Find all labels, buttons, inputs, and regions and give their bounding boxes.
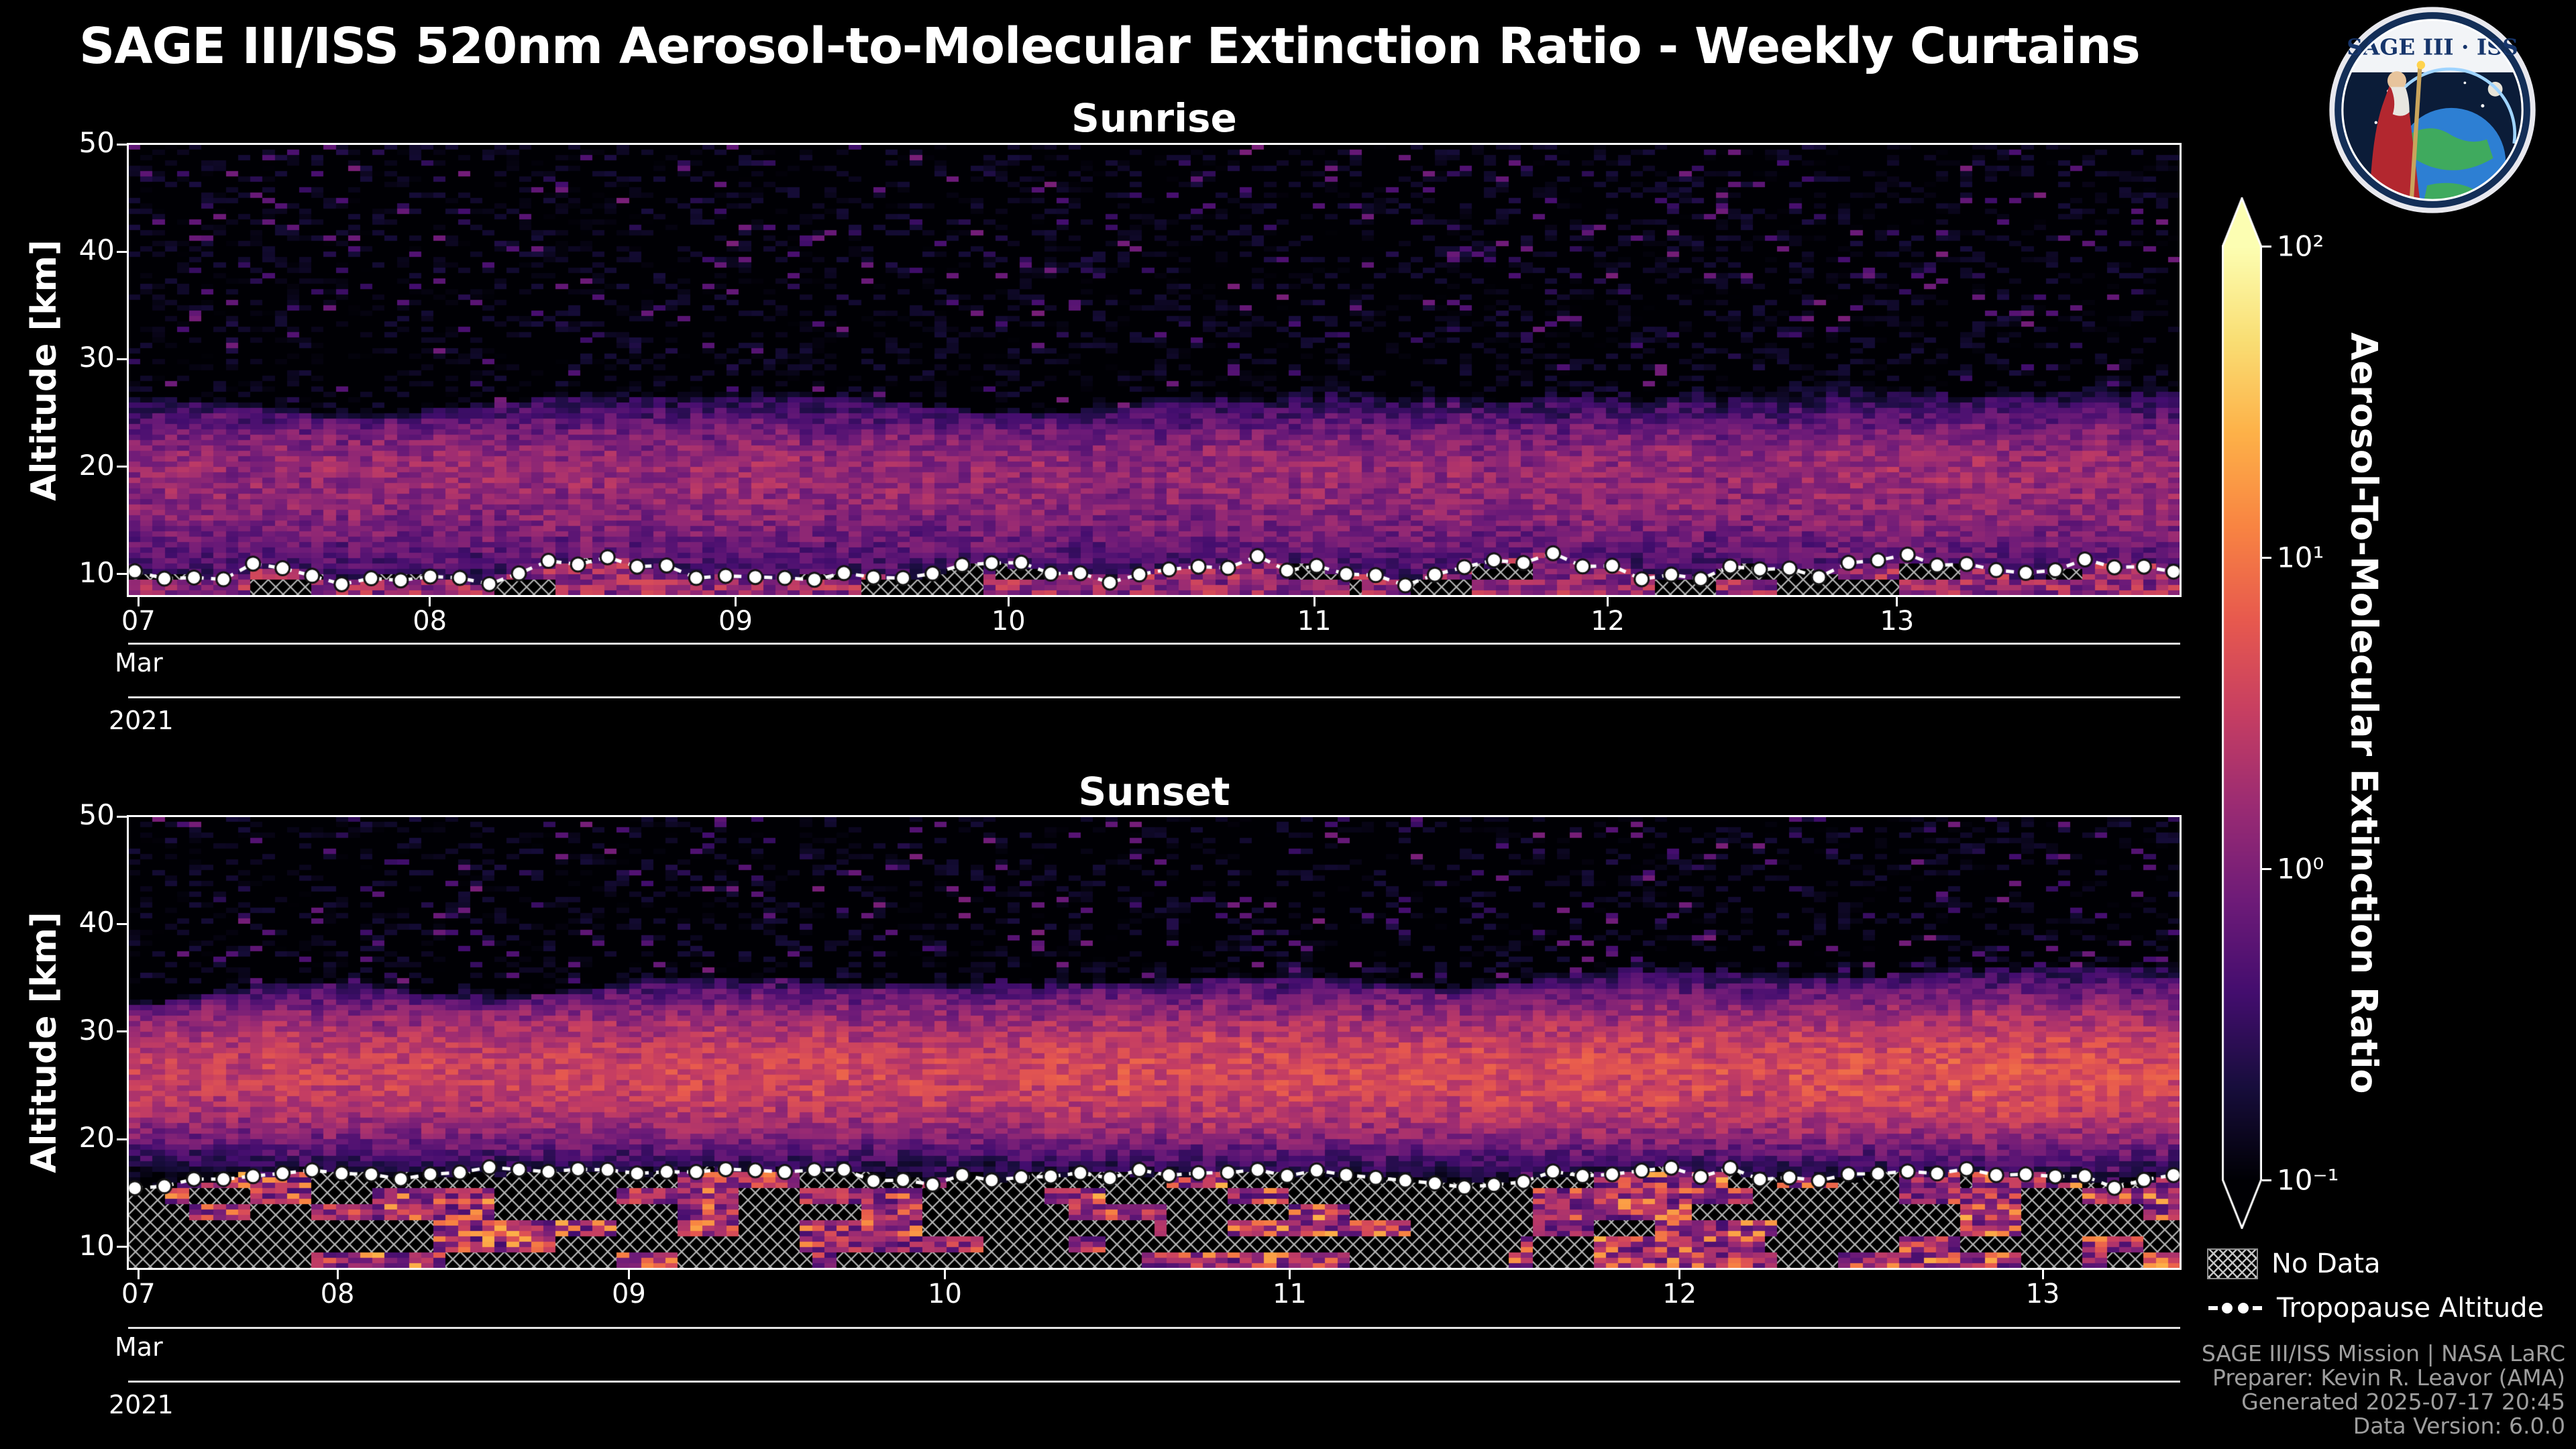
legend: No Data Tropopause Altitude [2207, 1246, 2544, 1326]
sunset-y-tick-label: 30 [78, 1013, 115, 1046]
colorbar-label: Aerosol-To-Molecular Extinction Ratio [2343, 332, 2385, 1094]
sunset-x-tick-label: 08 [320, 1279, 355, 1309]
sunset-axis-separator-1 [128, 1327, 2180, 1329]
credits-block: SAGE III/ISS Mission | NASA LaRC Prepare… [2202, 1342, 2565, 1438]
colorbar-tick-label: 10² [2277, 229, 2324, 263]
sunset-x-tick-label: 07 [121, 1279, 156, 1309]
sunrise-heatmap [128, 144, 2180, 596]
sunrise-y-tick-mark [117, 466, 128, 468]
sunrise-y-tick-label: 10 [78, 555, 115, 589]
sunset-x-tick-label: 09 [611, 1279, 646, 1309]
colorbar-tick-label: 10⁰ [2277, 852, 2324, 885]
sunset-x-tick-label: 13 [2025, 1279, 2060, 1309]
colorbar-tick-label: 10⁻¹ [2277, 1163, 2339, 1197]
no-data-label: No Data [2271, 1248, 2381, 1279]
sunset-x-tick-mark [1288, 1270, 1291, 1279]
colorbar-tick-mark [2262, 556, 2271, 559]
sunset-x-tick-mark [137, 1270, 140, 1279]
sunset-month-label: Mar [115, 1332, 163, 1362]
sunset-x-tick-label: 12 [1662, 1279, 1697, 1309]
logo-wizard-beard [2390, 87, 2410, 116]
sunset-y-tick-label: 20 [78, 1121, 115, 1155]
logo-staff-light [2416, 60, 2426, 70]
sunrise-x-tick-label: 10 [991, 606, 1026, 637]
sunrise-y-tick-label: 40 [78, 233, 115, 267]
sunset-year-label: 2021 [109, 1390, 174, 1419]
sunset-y-tick-mark [117, 815, 128, 818]
sunrise-y-tick-mark [117, 143, 128, 146]
sunset-x-tick-mark [1678, 1270, 1681, 1279]
sunset-panel-title: Sunset [1078, 769, 1230, 814]
legend-row-tropopause: Tropopause Altitude [2207, 1291, 2544, 1326]
sage-iss-logo: SAGE III · ISS [2329, 7, 2536, 213]
sunrise-y-tick-mark [117, 573, 128, 576]
sunrise-panel-title: Sunrise [1071, 95, 1237, 141]
sunrise-x-tick-label: 07 [121, 606, 156, 637]
sunset-x-tick-mark [336, 1270, 339, 1279]
sunrise-x-tick-mark [1313, 597, 1316, 606]
sunset-x-tick-label: 11 [1272, 1279, 1307, 1309]
sunrise-x-tick-mark [734, 597, 737, 606]
sunset-x-tick-mark [2041, 1270, 2044, 1279]
credit-line-mission: SAGE III/ISS Mission | NASA LaRC [2201, 1340, 2565, 1366]
sunset-x-tick-mark [943, 1270, 946, 1279]
logo-title-text: SAGE III · ISS [2347, 34, 2518, 60]
sunrise-year-label: 2021 [109, 706, 174, 735]
colorbar-tick-mark [2262, 245, 2271, 248]
sunrise-y-tick-label: 30 [78, 341, 115, 374]
sunset-y-tick-mark [117, 1030, 128, 1033]
sunset-x-tick-mark [627, 1270, 630, 1279]
sunrise-x-tick-label: 11 [1297, 606, 1332, 637]
no-data-hatch-swatch [2207, 1248, 2258, 1279]
credit-line-generated: Generated 2025-07-17 20:45 [2241, 1389, 2565, 1415]
legend-row-no-data: No Data [2207, 1246, 2544, 1281]
sunrise-x-tick-mark [137, 597, 140, 606]
sunrise-x-tick-mark [1007, 597, 1010, 606]
credit-line-preparer: Preparer: Kevin R. Leavor (AMA) [2212, 1364, 2565, 1391]
sunrise-y-tick-label: 20 [78, 448, 115, 482]
sunrise-axis-separator-2 [128, 696, 2180, 698]
logo-earth-land-2 [2424, 182, 2475, 201]
sunrise-x-tick-mark [1607, 597, 1609, 606]
sunset-y-tick-label: 50 [78, 798, 115, 831]
sunset-axis-separator-2 [128, 1381, 2180, 1383]
sunrise-month-label: Mar [115, 648, 163, 678]
sunset-y-tick-label: 10 [78, 1228, 115, 1262]
sunset-y-tick-mark [117, 1138, 128, 1140]
sunrise-y-tick-mark [117, 358, 128, 360]
sunrise-axis-separator-1 [128, 643, 2180, 645]
tropopause-line-icon [2208, 1301, 2262, 1315]
sunrise-y-tick-label: 50 [78, 126, 115, 159]
logo-earth-land [2403, 128, 2493, 170]
logo-wizard-face [2387, 71, 2406, 91]
colorbar-tick-label: 10¹ [2277, 541, 2324, 574]
logo-wizard-staff [2409, 68, 2422, 201]
sunrise-x-tick-mark [1896, 597, 1898, 606]
sunrise-x-tick-label: 12 [1591, 606, 1625, 637]
colorbar [2222, 197, 2262, 1229]
sunset-y-tick-mark [117, 922, 128, 925]
figure-title: SAGE III/ISS 520nm Aerosol-to-Molecular … [79, 17, 2141, 75]
sunrise-x-tick-mark [429, 597, 431, 606]
sunrise-x-tick-label: 13 [1880, 606, 1915, 637]
sunrise-y-tick-mark [117, 250, 128, 253]
tropopause-label: Tropopause Altitude [2277, 1293, 2544, 1324]
sunset-y-tick-label: 40 [78, 906, 115, 939]
sunrise-x-tick-label: 08 [413, 606, 447, 637]
credit-line-version: Data Version: 6.0.0 [2353, 1413, 2565, 1439]
sunset-x-tick-label: 10 [928, 1279, 962, 1309]
sunrise-x-tick-label: 09 [718, 606, 753, 637]
sunset-y-tick-mark [117, 1246, 128, 1248]
colorbar-tick-mark [2262, 1179, 2271, 1181]
sunset-heatmap [128, 816, 2180, 1269]
colorbar-tick-mark [2262, 867, 2271, 870]
